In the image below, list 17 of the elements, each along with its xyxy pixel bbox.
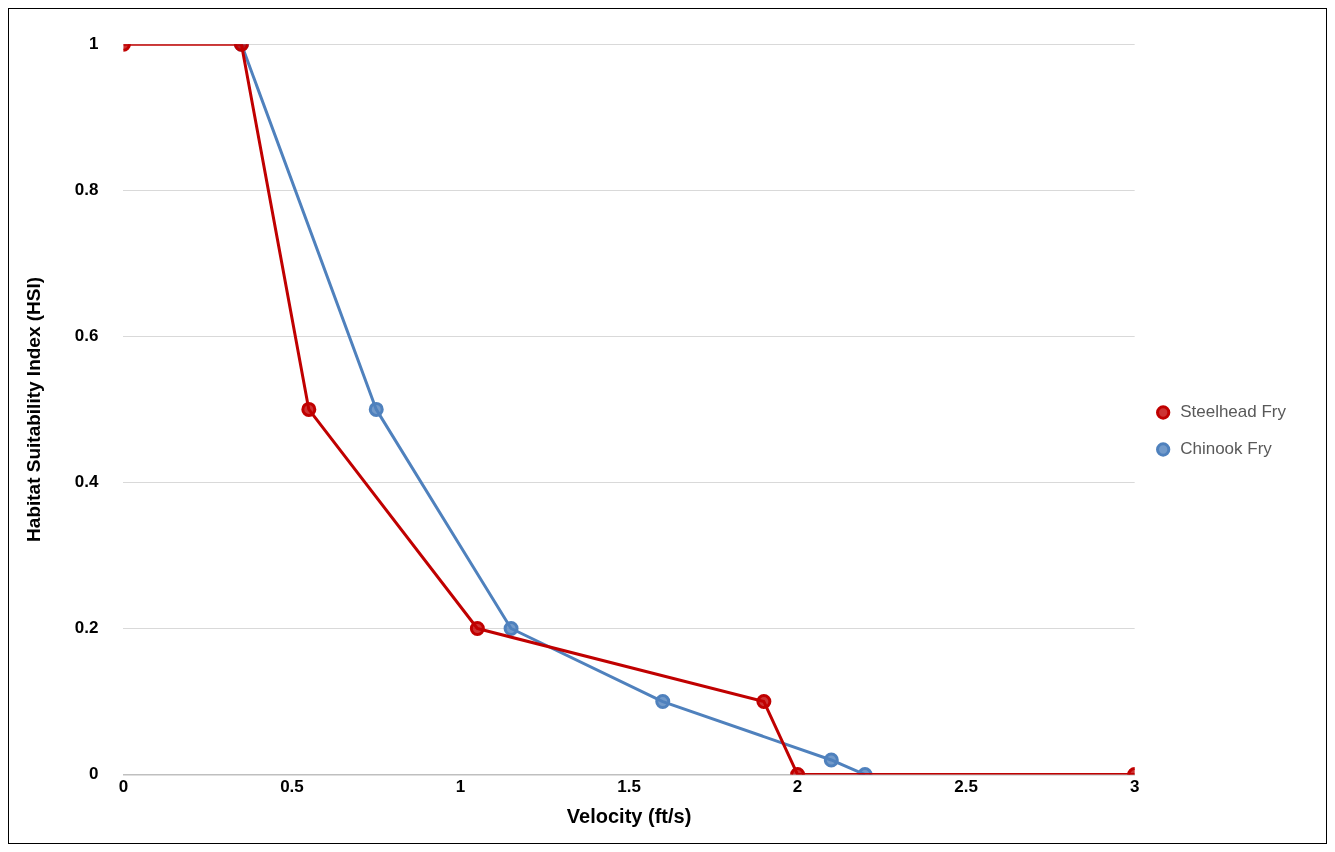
legend-label: Chinook Fry xyxy=(1180,439,1273,459)
x-tick-label: 0.5 xyxy=(280,777,304,797)
y-tick-label: 0.6 xyxy=(74,326,99,346)
x-tick-label: 2 xyxy=(792,777,803,797)
y-tick-label: 0 xyxy=(88,764,99,784)
y-axis-title: Habitat Suitability Index (HSI) xyxy=(22,276,44,542)
y-tick-label: 0.4 xyxy=(74,472,99,492)
x-axis-title: Velocity (ft/s) xyxy=(566,804,692,827)
legend-label: Steelhead Fry xyxy=(1180,402,1287,422)
y-tick-label: 0.8 xyxy=(74,179,99,199)
x-tick-label: 1 xyxy=(455,777,466,797)
x-tick-label: 2.5 xyxy=(954,777,978,797)
y-tick-label: 0.2 xyxy=(74,618,99,638)
x-tick-label: 1.5 xyxy=(617,777,641,797)
x-tick-label: 0 xyxy=(118,777,129,797)
x-tick-label: 3 xyxy=(1129,777,1140,797)
y-tick-label: 1 xyxy=(88,33,99,53)
